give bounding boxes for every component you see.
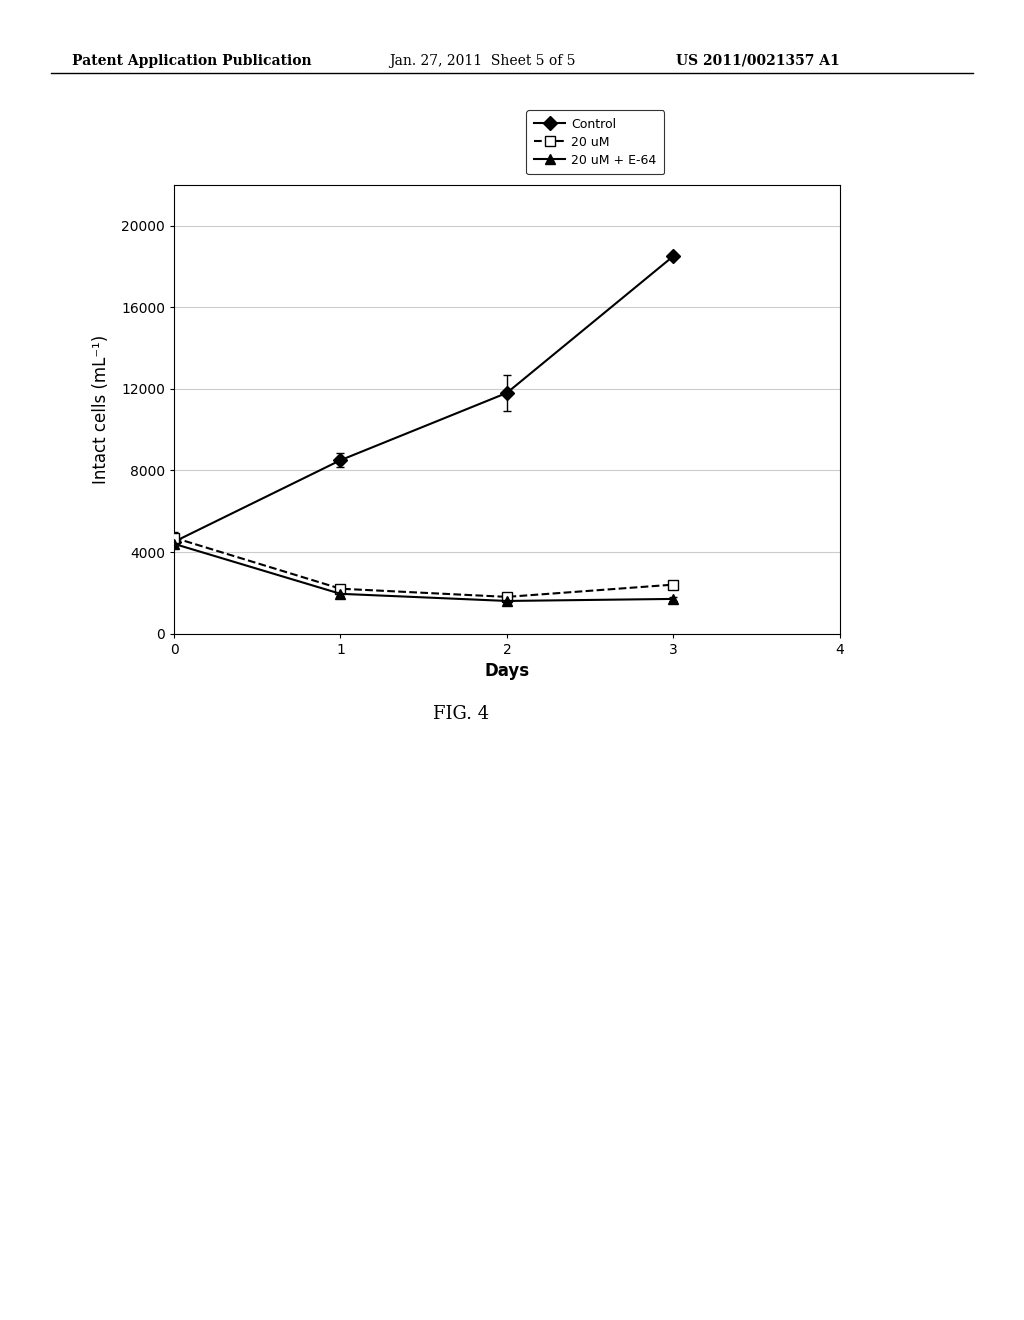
Y-axis label: Intact cells (mL⁻¹): Intact cells (mL⁻¹): [92, 334, 110, 484]
Text: Jan. 27, 2011  Sheet 5 of 5: Jan. 27, 2011 Sheet 5 of 5: [389, 54, 575, 67]
Text: FIG. 4: FIG. 4: [433, 705, 488, 723]
X-axis label: Days: Days: [484, 663, 529, 680]
Text: US 2011/0021357 A1: US 2011/0021357 A1: [676, 54, 840, 67]
Text: Patent Application Publication: Patent Application Publication: [72, 54, 311, 67]
Legend: Control, 20 uM, 20 uM + E-64: Control, 20 uM, 20 uM + E-64: [526, 111, 665, 174]
